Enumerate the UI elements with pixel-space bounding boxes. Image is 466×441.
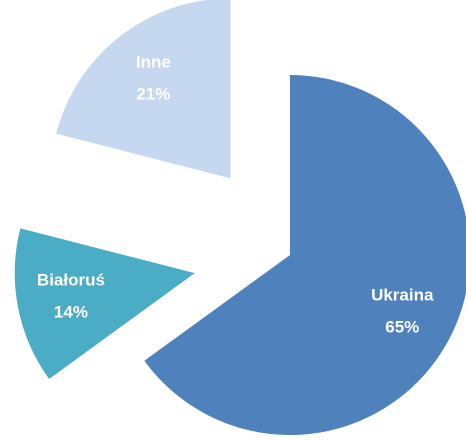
slice-value-label: 21%	[136, 84, 170, 103]
slice-value-label: 65%	[385, 318, 419, 337]
slice-label: Ukraina	[371, 286, 434, 305]
pie-slice	[144, 75, 466, 435]
slice-value-label: 14%	[54, 302, 88, 321]
slice-label: Inne	[136, 52, 171, 71]
pie-slice	[14, 228, 195, 379]
pie-slice	[56, 0, 231, 179]
slice-label: Białoruś	[37, 270, 105, 289]
